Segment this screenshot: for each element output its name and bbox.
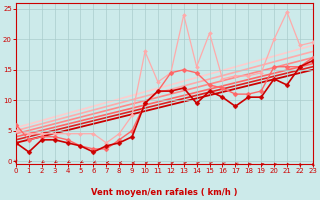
X-axis label: Vent moyen/en rafales ( km/h ): Vent moyen/en rafales ( km/h ) [91,188,238,197]
